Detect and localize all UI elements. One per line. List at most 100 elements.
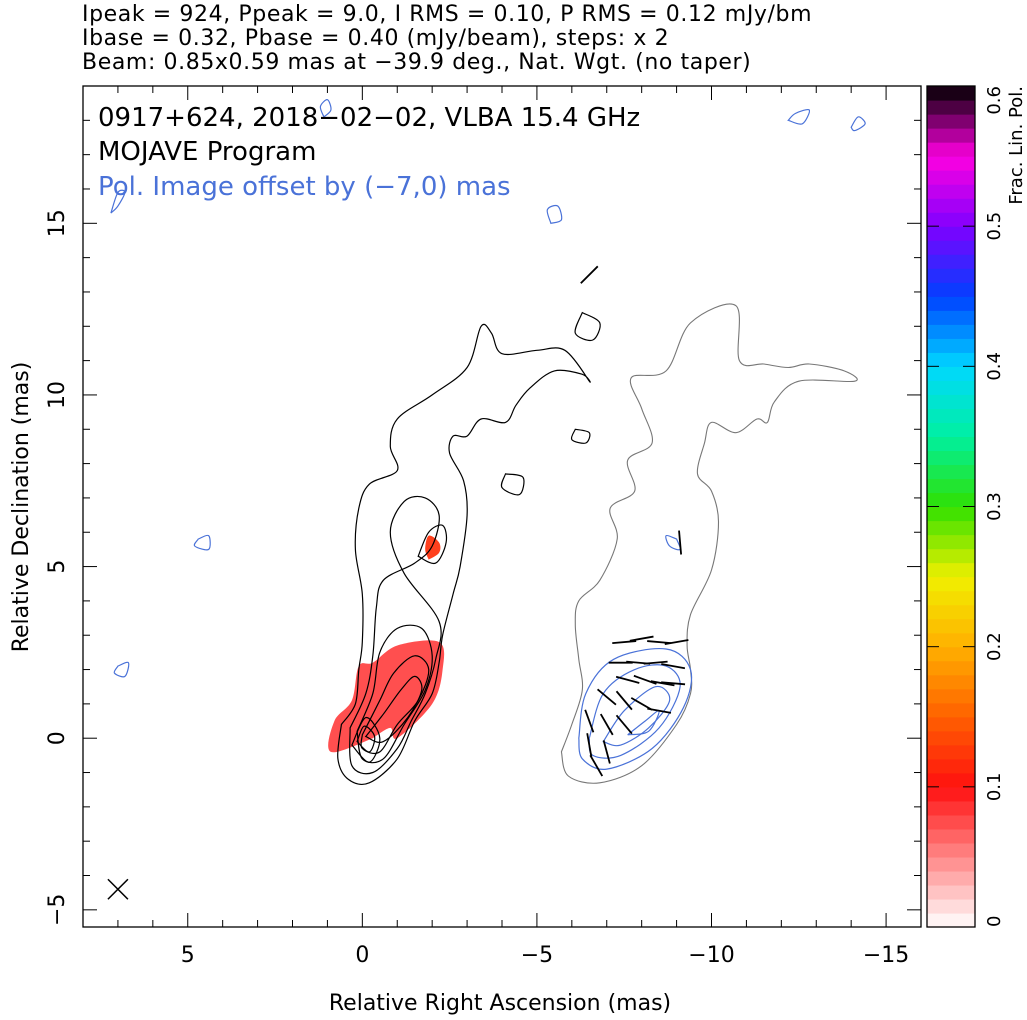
x-tick-label: −5 [521, 943, 553, 968]
pol-contour [602, 685, 671, 747]
header-line-3: Beam: 0.85x0.59 mas at −39.9 deg., Nat. … [82, 50, 752, 75]
colorbar-segment [927, 912, 975, 928]
pol-contour [113, 661, 130, 678]
pol-contour [578, 648, 693, 770]
intensity-contour [570, 428, 591, 444]
x-tick-label: −10 [688, 943, 734, 968]
colorbar-segment [927, 212, 975, 227]
colorbar-segment [927, 828, 975, 844]
colorbar-tick-label: 0.4 [984, 352, 1005, 381]
evpa-vector [615, 690, 633, 711]
y-tick-label: 10 [45, 381, 70, 409]
fracpol-patch [328, 640, 445, 753]
colorbar-segment [927, 842, 975, 858]
evpa-vector [664, 639, 689, 646]
colorbar-label: Frac. Lin. Pol. [1006, 86, 1027, 205]
colorbar-segment [927, 338, 975, 353]
x-tick-label: 5 [181, 943, 195, 968]
colorbar-segment [927, 464, 975, 480]
colorbar-segment [927, 576, 975, 592]
evpa-vectors [580, 265, 689, 777]
colorbar-segment [927, 772, 975, 788]
colorbar-segment [927, 324, 975, 339]
colorbar-segment [927, 898, 975, 914]
colorbar-segment [927, 702, 975, 718]
colorbar-segment [927, 184, 975, 199]
beam-cross-line [107, 878, 129, 900]
pol-contour [787, 108, 811, 125]
evpa-vector [586, 733, 593, 758]
colorbar-segment [927, 366, 975, 381]
intensity-contour [417, 524, 448, 565]
intensity-contour [360, 655, 430, 755]
evpa-vector [650, 680, 675, 687]
header-line-2: Ibase = 0.32, Pbase = 0.40 (mJy/beam), s… [82, 26, 670, 51]
colorbar [927, 86, 975, 928]
colorbar-segment [927, 814, 975, 830]
pol-contour [546, 204, 563, 225]
evpa-vector [647, 707, 672, 714]
y-axis-label: Relative Declination (mas) [9, 362, 34, 653]
plot-frame [82, 85, 922, 928]
intensity-contour [364, 675, 423, 743]
header-line-1: Ipeak = 924, Ppeak = 9.0, I RMS = 0.10, … [82, 2, 813, 27]
pol-offset-annotation: Pol. Image offset by (−7,0) mas [98, 172, 511, 202]
y-tick-label: 0 [45, 731, 70, 745]
pol-image-outer-contour [560, 303, 858, 784]
y-tick-label: −5 [45, 894, 70, 926]
intensity-contour [574, 311, 601, 341]
colorbar-segment [927, 856, 975, 872]
colorbar-segment [927, 422, 975, 438]
x-tick-label: 0 [355, 943, 369, 968]
colorbar-tick-label: 0 [984, 916, 1005, 927]
evpa-vector [629, 635, 654, 642]
colorbar-segment [927, 520, 975, 536]
intensity-contour [500, 473, 525, 496]
colorbar-tick-label: 0.3 [984, 492, 1005, 521]
colorbar-tick-label: 0.5 [984, 212, 1005, 241]
colorbar-segment [927, 268, 975, 283]
colorbar-segment [927, 310, 975, 325]
colorbar-segment [927, 534, 975, 550]
colorbar-segment [927, 548, 975, 564]
colorbar-segment [927, 352, 975, 367]
evpa-vector [661, 681, 686, 686]
colorbar-segment [927, 128, 975, 143]
colorbar-segment [927, 394, 975, 409]
colorbar-segment [927, 282, 975, 297]
program-annotation: MOJAVE Program [98, 137, 316, 167]
colorbar-segment [927, 744, 975, 760]
pol-contour [850, 116, 866, 132]
pol-contour [193, 534, 211, 551]
colorbar-segment [927, 660, 975, 676]
intensity-contour [356, 624, 433, 764]
total-intensity-contours [337, 311, 601, 785]
colorbar-segment [927, 198, 975, 213]
fracpol-patch [425, 535, 441, 560]
colorbar-segment [927, 226, 975, 241]
pol-contour [110, 189, 126, 214]
colorbar-segment [927, 870, 975, 886]
evpa-vector [678, 530, 683, 555]
colorbar-segment [927, 240, 975, 255]
evpa-vector [602, 740, 611, 764]
pol-contour [627, 709, 660, 736]
colorbar-segment [927, 142, 975, 157]
colorbar-segment [927, 590, 975, 606]
x-axis-ticks: 5 0 −5 −10 −15 [82, 86, 922, 968]
intensity-contour [349, 495, 442, 775]
colorbar-segment [927, 800, 975, 816]
colorbar-segment [927, 86, 975, 101]
colorbar-segment [927, 632, 975, 648]
colorbar-segment [927, 436, 975, 452]
evpa-vector [599, 713, 614, 736]
colorbar-segment [927, 562, 975, 578]
x-tick-label: −15 [863, 943, 909, 968]
colorbar-tick-label: 0.1 [984, 773, 1005, 802]
evpa-vector [612, 640, 637, 645]
y-axis-ticks: −5 0 5 10 15 [45, 85, 921, 926]
colorbar-segment [927, 730, 975, 746]
colorbar-segment [927, 114, 975, 129]
pol-contour [588, 664, 681, 759]
evpa-vector [661, 663, 686, 670]
